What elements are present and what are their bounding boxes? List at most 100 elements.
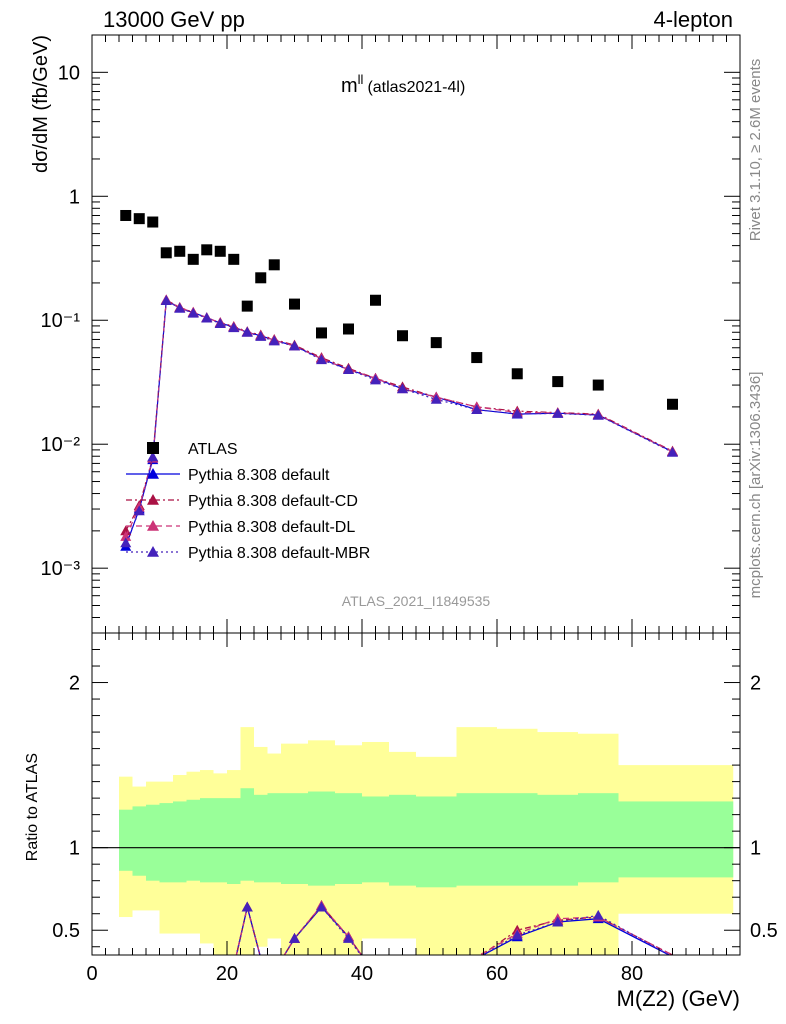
main-y-tick-label: 10⁻³	[41, 558, 81, 580]
legend-entry: ATLAS	[147, 441, 238, 458]
process-label: 4-lepton	[653, 7, 733, 32]
data-point-square	[268, 259, 280, 271]
green-band-bin	[132, 806, 146, 876]
ratio-y-tick-label-left: 2	[69, 673, 80, 695]
analysis-id-label: ATLAS_2021_I1849535	[342, 593, 491, 609]
main-series-mc	[120, 295, 678, 548]
main-y-tick-label: 10	[58, 62, 80, 84]
data-point-triangle	[228, 322, 240, 333]
data-point-triangle	[397, 383, 408, 394]
green-band-bin	[537, 794, 578, 886]
data-point-triangle	[214, 318, 226, 328]
main-panel: 10 1 10⁻¹ 10⁻² 10⁻³ dσ/dM (fb/GeV) ATLAS Pyth…	[30, 34, 741, 634]
data-point-triangle	[289, 340, 300, 351]
data-point-triangle	[343, 932, 354, 943]
ratio-y-tick-label-left: 1	[69, 838, 80, 860]
legend-label: Pythia 8.308 default-DL	[188, 519, 355, 536]
green-band-bin	[200, 798, 214, 883]
x-tick-label: 40	[351, 963, 373, 985]
green-band-bin	[173, 801, 187, 883]
legend-marker-square	[147, 442, 159, 454]
data-point-triangle	[120, 537, 132, 548]
data-point-square	[214, 245, 226, 257]
plot-title-sup: ll	[358, 72, 364, 87]
plot-title: mll (atlas2021-4l)	[341, 72, 465, 97]
data-point-triangle	[147, 468, 159, 479]
data-point-triangle	[160, 295, 172, 306]
data-point-square	[397, 330, 408, 342]
data-point-square	[174, 245, 186, 257]
data-point-square	[133, 213, 145, 225]
main-series-group	[120, 209, 678, 551]
plot-title-sub: (atlas2021-4l)	[367, 79, 465, 96]
x-axis-label: M(Z2) (GeV)	[617, 986, 740, 1011]
green-band-bin	[227, 798, 241, 884]
ratio-panel: 0.5 0.51 12 20 20 40 60 80 Ratio to ATLAS M(Z2)…	[24, 632, 778, 1011]
green-band-bin	[362, 796, 389, 883]
ratio-y-tick-label-left: 0.5	[52, 920, 80, 942]
data-point-triangle	[120, 525, 132, 536]
green-band-bin	[618, 801, 734, 878]
x-tick-label: 80	[621, 963, 643, 985]
data-point-triangle	[511, 408, 523, 419]
main-y-axis-label: dσ/dM (fb/GeV)	[30, 35, 52, 173]
legend: ATLAS Pythia 8.308 default Pythia 8.308 de…	[126, 441, 370, 562]
data-point-triangle	[147, 494, 159, 505]
green-band-bin	[308, 791, 335, 886]
ratio-axis-ticks	[91, 632, 740, 955]
green-band-bin	[213, 798, 227, 883]
data-point-square	[255, 272, 267, 284]
green-band-bin	[159, 803, 173, 883]
green-band-bin	[389, 794, 416, 886]
data-point-square	[147, 216, 159, 228]
data-point-square	[187, 253, 199, 265]
main-y-tick-label: 1	[69, 186, 80, 208]
legend-label: ATLAS	[188, 441, 238, 458]
data-point-triangle	[471, 404, 483, 415]
data-point-triangle	[147, 520, 159, 531]
data-point-triangle	[255, 330, 267, 341]
main-y-tick-label: 10⁻²	[41, 434, 81, 456]
green-band-bin	[416, 796, 457, 888]
mcplots-label: mcplots.cern.ch [arXiv:1306.3436]	[747, 372, 764, 599]
data-point-triangle	[187, 307, 199, 318]
legend-entry: Pythia 8.308 default-DL	[126, 519, 355, 536]
data-point-square	[228, 253, 240, 265]
main-y-tick-label: 10⁻¹	[41, 310, 81, 332]
data-point-square	[120, 209, 132, 221]
data-point-square	[370, 294, 381, 306]
legend-label: Pythia 8.308 default-MBR	[188, 545, 370, 562]
ratio-series-line	[166, 906, 671, 955]
main-y-tick-labels: 10 1 10⁻¹ 10⁻² 10⁻³	[41, 62, 81, 580]
rivet-label: Rivet 3.1.10, ≥ 2.6M events	[747, 59, 764, 242]
legend-entry: Pythia 8.308 default-MBR	[126, 545, 370, 562]
data-point-triangle	[174, 302, 186, 313]
green-band-bin	[119, 809, 133, 871]
data-point-triangle	[667, 446, 678, 457]
green-band-bin	[186, 799, 200, 881]
x-tick-label: 0	[86, 963, 97, 985]
data-point-triangle	[430, 393, 442, 404]
data-point-triangle	[316, 901, 327, 912]
data-point-triangle	[592, 409, 604, 420]
data-point-triangle	[289, 932, 300, 943]
legend-entry: Pythia 8.308 default-CD	[126, 493, 358, 510]
main-series-atlas	[120, 209, 678, 410]
ratio-tick-labels: 0.5 0.51 12 20 20 40 60 80	[52, 673, 778, 985]
legend-entry: Pythia 8.308 default	[126, 467, 330, 484]
ratio-y-tick-label-right: 1	[750, 838, 761, 860]
data-point-triangle	[511, 929, 523, 940]
green-band-bin	[578, 793, 619, 883]
data-point-square	[667, 398, 678, 410]
data-point-triangle	[120, 531, 132, 541]
data-point-square	[241, 300, 253, 312]
green-band-bin	[456, 793, 497, 886]
data-point-triangle	[552, 407, 564, 418]
ratio-y-tick-label-right: 0.5	[750, 920, 778, 942]
data-point-square	[471, 352, 483, 364]
ratio-series-group	[166, 899, 673, 955]
data-point-square	[592, 379, 604, 391]
data-point-square	[511, 368, 523, 380]
main-axis-ticks	[91, 34, 740, 634]
